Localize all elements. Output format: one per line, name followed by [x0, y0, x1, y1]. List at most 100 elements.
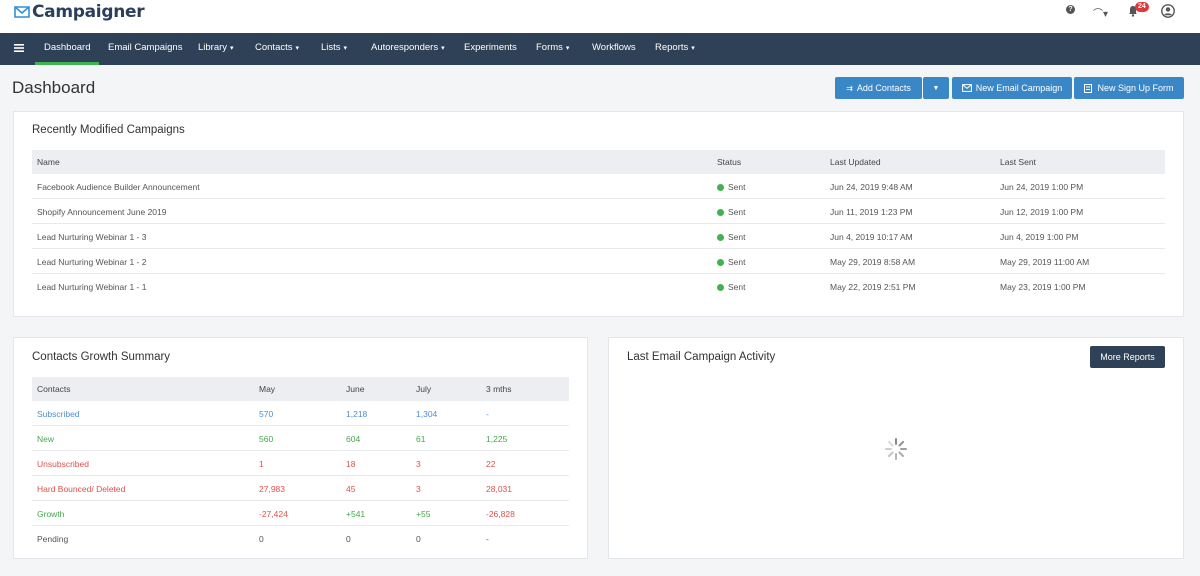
add-contacts-dropdown-toggle[interactable]: ▼	[923, 77, 949, 99]
table-row[interactable]: Shopify Announcement June 2019 Sent Jun …	[32, 199, 1165, 224]
column-header-status[interactable]: Status	[717, 157, 742, 167]
nav-forms[interactable]: Forms ▾	[536, 42, 570, 53]
notification-count-badge: 24	[1135, 2, 1149, 12]
nav-email-campaigns[interactable]: Email Campaigns	[108, 42, 183, 53]
support-headset-icon[interactable]: ⌒▾	[1093, 9, 1109, 20]
nav-lists[interactable]: Lists ▾	[321, 42, 348, 53]
column-header-3-months: 3 mths	[486, 384, 512, 394]
campaign-activity-title: Last Email Campaign Activity	[627, 351, 776, 363]
value-june: 18	[346, 459, 356, 469]
chevron-down-icon: ▾	[343, 45, 348, 52]
last-sent: May 23, 2019 1:00 PM	[1000, 282, 1086, 292]
value-3-months: 28,031	[486, 484, 512, 494]
chevron-down-icon: ▾	[441, 45, 445, 52]
table-row[interactable]: Lead Nurturing Webinar 1 - 3 Sent Jun 4,…	[32, 224, 1165, 249]
table-row: Subscribed 570 1,218 1,304 -	[32, 401, 569, 426]
chevron-down-icon: ▾	[565, 45, 570, 52]
value-may: 0	[259, 534, 264, 544]
value-june: 1,218	[346, 409, 368, 419]
campaign-name[interactable]: Lead Nurturing Webinar 1 - 1	[37, 282, 147, 292]
growth-summary-card	[13, 337, 588, 559]
table-row: Pending 0 0 0 -	[32, 526, 569, 551]
table-row[interactable]: Facebook Audience Builder Announcement S…	[32, 174, 1165, 199]
nav-reports[interactable]: Reports ▾	[655, 42, 695, 53]
column-header-contacts: Contacts	[37, 384, 71, 394]
status-badge: Sent	[717, 282, 746, 292]
nav-contacts[interactable]: Contacts ▾	[255, 42, 300, 53]
menu-hamburger-icon[interactable]	[14, 43, 24, 53]
value-june: 45	[346, 484, 356, 494]
campaign-activity-card	[608, 337, 1184, 559]
last-sent: Jun 24, 2019 1:00 PM	[1000, 182, 1084, 192]
last-sent: Jun 12, 2019 1:00 PM	[1000, 207, 1084, 217]
value-june: 604	[346, 434, 361, 444]
main-nav: Dashboard Email Campaigns Library ▾ Conta…	[0, 33, 1200, 65]
nav-experiments[interactable]: Experiments	[464, 42, 517, 53]
caret-down-icon: ▼	[932, 84, 940, 92]
column-header-last-updated[interactable]: Last Updated	[830, 157, 881, 167]
value-3-months: 22	[486, 459, 496, 469]
last-sent: May 29, 2019 11:00 AM	[1000, 257, 1090, 267]
nav-library[interactable]: Library ▾	[198, 42, 234, 53]
value-may: 560	[259, 434, 274, 444]
top-bar: Campaigner ? ⌒▾ 24	[0, 0, 1200, 33]
value-july: +55	[416, 509, 431, 519]
status-badge: Sent	[717, 182, 746, 192]
value-3-months: -	[486, 409, 489, 419]
value-may: 1	[259, 459, 264, 469]
campaign-name[interactable]: Lead Nurturing Webinar 1 - 2	[37, 257, 147, 267]
last-updated: May 22, 2019 2:51 PM	[830, 282, 916, 292]
chevron-down-icon: ▾	[230, 45, 234, 52]
value-may: 27,983	[259, 484, 285, 494]
table-row: Unsubscribed 1 18 3 22	[32, 451, 569, 476]
form-icon	[1084, 83, 1093, 93]
new-signup-form-button[interactable]: New Sign Up Form	[1074, 77, 1184, 99]
nav-dashboard[interactable]: Dashboard	[35, 33, 100, 65]
more-reports-button[interactable]: More Reports	[1090, 346, 1165, 368]
last-updated: Jun 4, 2019 10:17 AM	[830, 232, 913, 242]
notifications-button[interactable]: 24	[1127, 2, 1149, 22]
nav-autoresponders[interactable]: Autoresponders ▾	[371, 42, 445, 53]
column-header-june: June	[346, 384, 365, 394]
new-email-campaign-button[interactable]: New Email Campaign	[952, 77, 1072, 99]
add-user-icon: ⇉	[846, 83, 853, 93]
app-logo[interactable]: Campaigner	[14, 2, 145, 22]
nav-workflows[interactable]: Workflows	[592, 42, 636, 53]
column-header-name[interactable]: Name	[37, 157, 60, 167]
help-icon[interactable]: ?	[1066, 5, 1075, 14]
loading-spinner-icon	[885, 438, 907, 460]
column-header-last-sent[interactable]: Last Sent	[1000, 157, 1036, 167]
user-avatar-icon[interactable]	[1161, 4, 1175, 18]
value-may: -27,424	[259, 509, 288, 519]
add-contacts-button[interactable]: ⇉ Add Contacts	[835, 77, 922, 99]
page-title: Dashboard	[12, 78, 96, 97]
column-header-may: May	[259, 384, 276, 394]
envelope-logo-icon	[14, 6, 30, 18]
value-july: 61	[416, 434, 426, 444]
row-label-subscribed[interactable]: Subscribed	[37, 409, 80, 419]
row-label-hard-bounced[interactable]: Hard Bounced/ Deleted	[37, 484, 126, 494]
value-july: 3	[416, 459, 421, 469]
value-3-months: -26,828	[486, 509, 515, 519]
logo-text: Campaigner	[32, 2, 145, 22]
campaign-name[interactable]: Facebook Audience Builder Announcement	[37, 182, 200, 192]
status-badge: Sent	[717, 207, 746, 217]
last-sent: Jun 4, 2019 1:00 PM	[1000, 232, 1079, 242]
column-header-july: July	[416, 384, 432, 394]
chevron-down-icon: ▾	[691, 45, 695, 52]
growth-table-header: Contacts May June July 3 mths	[32, 377, 569, 401]
campaign-name[interactable]: Shopify Announcement June 2019	[37, 207, 167, 217]
row-label-unsubscribed[interactable]: Unsubscribed	[37, 459, 89, 469]
row-label-new[interactable]: New	[37, 434, 55, 444]
table-row[interactable]: Lead Nurturing Webinar 1 - 2 Sent May 29…	[32, 249, 1165, 274]
value-3-months: -	[486, 534, 489, 544]
table-row: New 560 604 61 1,225	[32, 426, 569, 451]
table-row[interactable]: Lead Nurturing Webinar 1 - 1 Sent May 22…	[32, 274, 1165, 299]
status-badge: Sent	[717, 257, 746, 267]
last-updated: Jun 11, 2019 1:23 PM	[830, 207, 913, 217]
value-june: 0	[346, 534, 351, 544]
value-july: 0	[416, 534, 421, 544]
campaign-name[interactable]: Lead Nurturing Webinar 1 - 3	[37, 232, 147, 242]
value-july: 1,304	[416, 409, 438, 419]
status-dot-icon	[717, 284, 724, 291]
